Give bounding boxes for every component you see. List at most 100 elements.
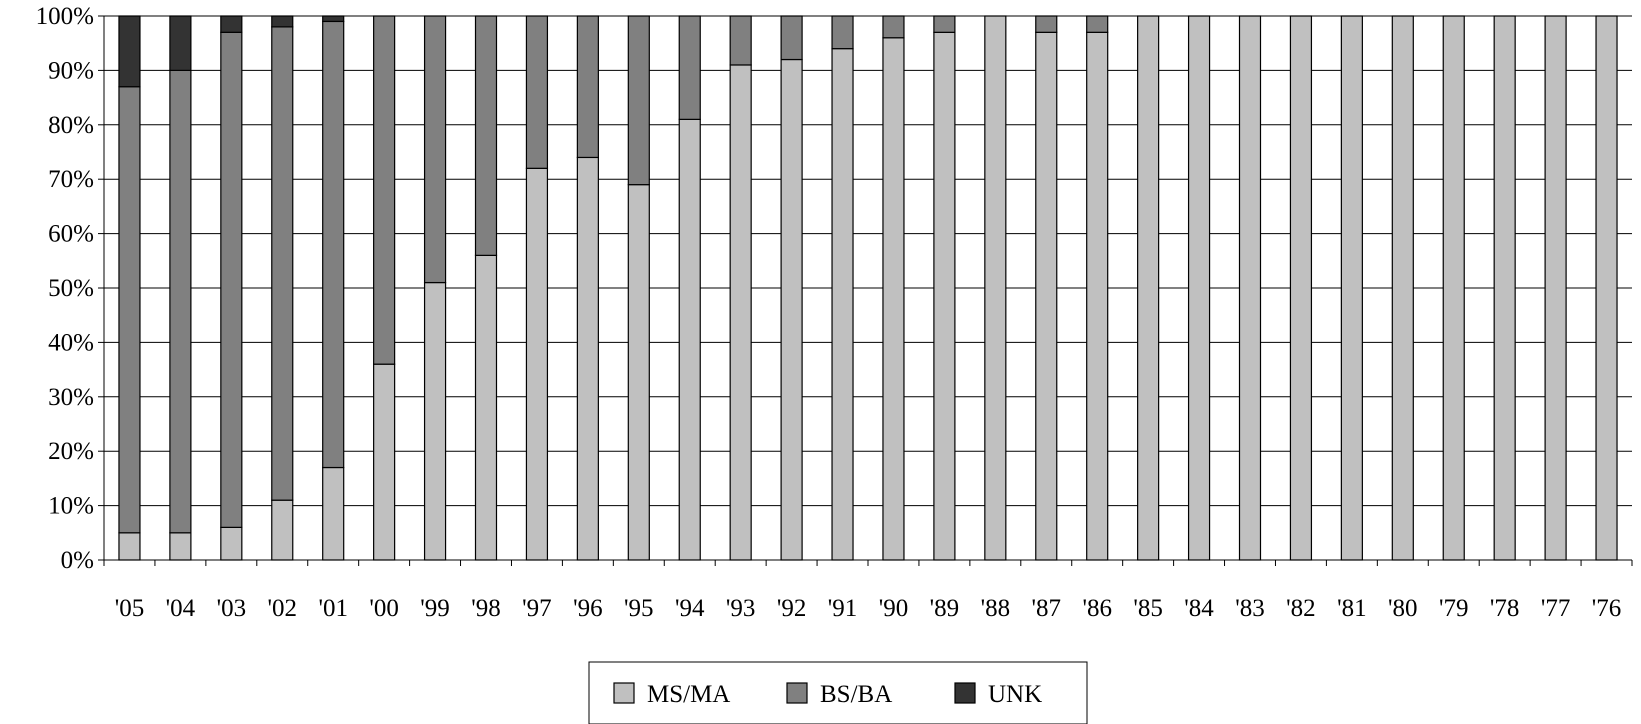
x-tick-label: '96 — [573, 595, 603, 622]
x-tick-label: '93 — [726, 595, 756, 622]
x-tick-label: '98 — [471, 595, 501, 622]
y-tick-labels: 0% 10% 20% 30% 40% 50% 60% 70% 80% 90% 100% — [36, 3, 94, 574]
x-tick-label: '92 — [777, 595, 807, 622]
x-tick-label: '94 — [675, 595, 705, 622]
legend-label: UNK — [988, 681, 1042, 708]
y-tick-label: 40% — [48, 329, 94, 356]
bar-segment-ms-ma — [780, 58, 803, 561]
bar-segment-bs-ba — [220, 31, 243, 528]
bar-segment-ms-ma — [1442, 15, 1465, 561]
x-tick-label: '91 — [828, 595, 858, 622]
bar-segment-ms-ma — [220, 526, 243, 561]
bar-segment-ms-ma — [729, 64, 752, 561]
y-tick-label: 30% — [48, 384, 94, 411]
bar-segment-bs-ba — [576, 15, 599, 159]
bar-segment-ms-ma — [1137, 15, 1160, 561]
bar-segment-ms-ma — [525, 167, 549, 561]
gridlines — [104, 15, 1632, 507]
x-tick-label: '83 — [1235, 595, 1265, 622]
y-tick-label: 20% — [48, 438, 94, 465]
x-tick-labels: '05 '04 '03 '02 '01 '00 '99 '98 '97 '96 '95 '94 '93 '… — [115, 595, 1622, 622]
bar-segment-ms-ma — [373, 363, 396, 561]
bar-segment-ms-ma — [831, 48, 854, 561]
bar-segment-ms-ma — [933, 31, 956, 561]
bar-segment-ms-ma — [1340, 15, 1363, 561]
bars — [118, 15, 1618, 561]
y-tick-label: 60% — [48, 221, 94, 248]
bar-segment-ms-ma — [576, 156, 599, 561]
axes — [98, 15, 1633, 566]
bar-segment-ms-ma — [1187, 15, 1211, 561]
legend: MS/MA BS/BA UNK — [588, 661, 1088, 724]
y-tick-label: 10% — [48, 493, 94, 520]
x-tick-label: '89 — [930, 595, 960, 622]
bar-segment-bs-ba — [423, 15, 447, 284]
x-tick-label: '00 — [369, 595, 399, 622]
bar-segment-bs-ba — [627, 15, 650, 186]
bar-segment-ms-ma — [678, 118, 701, 561]
bar-segment-ms-ma — [1238, 15, 1262, 561]
x-tick-label: '01 — [318, 595, 348, 622]
bar-segment-ms-ma — [1391, 15, 1414, 561]
legend-swatch — [786, 682, 808, 704]
bar-segment-bs-ba — [373, 15, 396, 365]
bar-segment-bs-ba — [882, 15, 905, 39]
bar-segment-ms-ma — [1493, 15, 1516, 561]
bar-segment-unk — [322, 15, 345, 23]
x-tick-label: '87 — [1032, 595, 1062, 622]
bar-segment-bs-ba — [118, 86, 141, 534]
bar-segment-ms-ma — [1035, 31, 1058, 561]
bar-segment-ms-ma — [984, 15, 1007, 561]
legend-label: MS/MA — [647, 681, 730, 708]
x-tick-label: '80 — [1388, 595, 1418, 622]
x-tick-label: '90 — [879, 595, 909, 622]
bar-segment-unk — [118, 15, 141, 88]
x-tick-label: '78 — [1490, 595, 1520, 622]
x-tick-label: '84 — [1184, 595, 1214, 622]
y-tick-label: 80% — [48, 112, 94, 139]
x-tick-label: '85 — [1133, 595, 1163, 622]
y-tick-label: 50% — [48, 275, 94, 302]
bar-segment-bs-ba — [1035, 15, 1058, 33]
y-tick-label: 100% — [36, 3, 94, 30]
bar-segment-unk — [169, 15, 192, 72]
bar-segment-bs-ba — [525, 15, 549, 169]
bar-segment-bs-ba — [780, 15, 803, 61]
x-tick-label: '77 — [1541, 595, 1571, 622]
bar-segment-bs-ba — [831, 15, 854, 50]
legend-swatch — [954, 682, 976, 704]
bar-segment-bs-ba — [933, 15, 956, 33]
bar-segment-bs-ba — [271, 26, 294, 501]
bar-segment-bs-ba — [474, 15, 498, 256]
bar-segment-ms-ma — [322, 466, 345, 561]
bar-segment-unk — [220, 15, 243, 33]
bar-segment-bs-ba — [322, 20, 345, 469]
bar-segment-bs-ba — [678, 15, 701, 120]
bar-segment-ms-ma — [118, 532, 141, 561]
legend-label: BS/BA — [820, 681, 892, 708]
y-tick-label: 0% — [61, 547, 94, 574]
bar-segment-ms-ma — [1289, 15, 1313, 561]
x-tick-label: '76 — [1592, 595, 1622, 622]
bar-segment-ms-ma — [1086, 31, 1109, 561]
x-tick-label: '97 — [522, 595, 552, 622]
x-tick-label: '99 — [420, 595, 450, 622]
x-tick-label: '82 — [1286, 595, 1316, 622]
bar-segment-unk — [271, 15, 294, 28]
bar-segment-ms-ma — [627, 184, 650, 561]
y-tick-label: 90% — [48, 57, 94, 84]
x-tick-label: '86 — [1082, 595, 1112, 622]
bar-segment-ms-ma — [423, 281, 447, 561]
bar-segment-ms-ma — [169, 532, 192, 561]
bar-segment-ms-ma — [474, 254, 498, 561]
x-tick-label: '05 — [115, 595, 145, 622]
bar-segment-bs-ba — [1086, 15, 1109, 33]
legend-box — [588, 661, 1088, 724]
x-tick-label: '88 — [981, 595, 1011, 622]
bar-segment-ms-ma — [882, 37, 905, 561]
y-tick-label: 70% — [48, 166, 94, 193]
x-tick-label: '95 — [624, 595, 654, 622]
x-tick-label: '79 — [1439, 595, 1469, 622]
x-tick-label: '02 — [268, 595, 298, 622]
